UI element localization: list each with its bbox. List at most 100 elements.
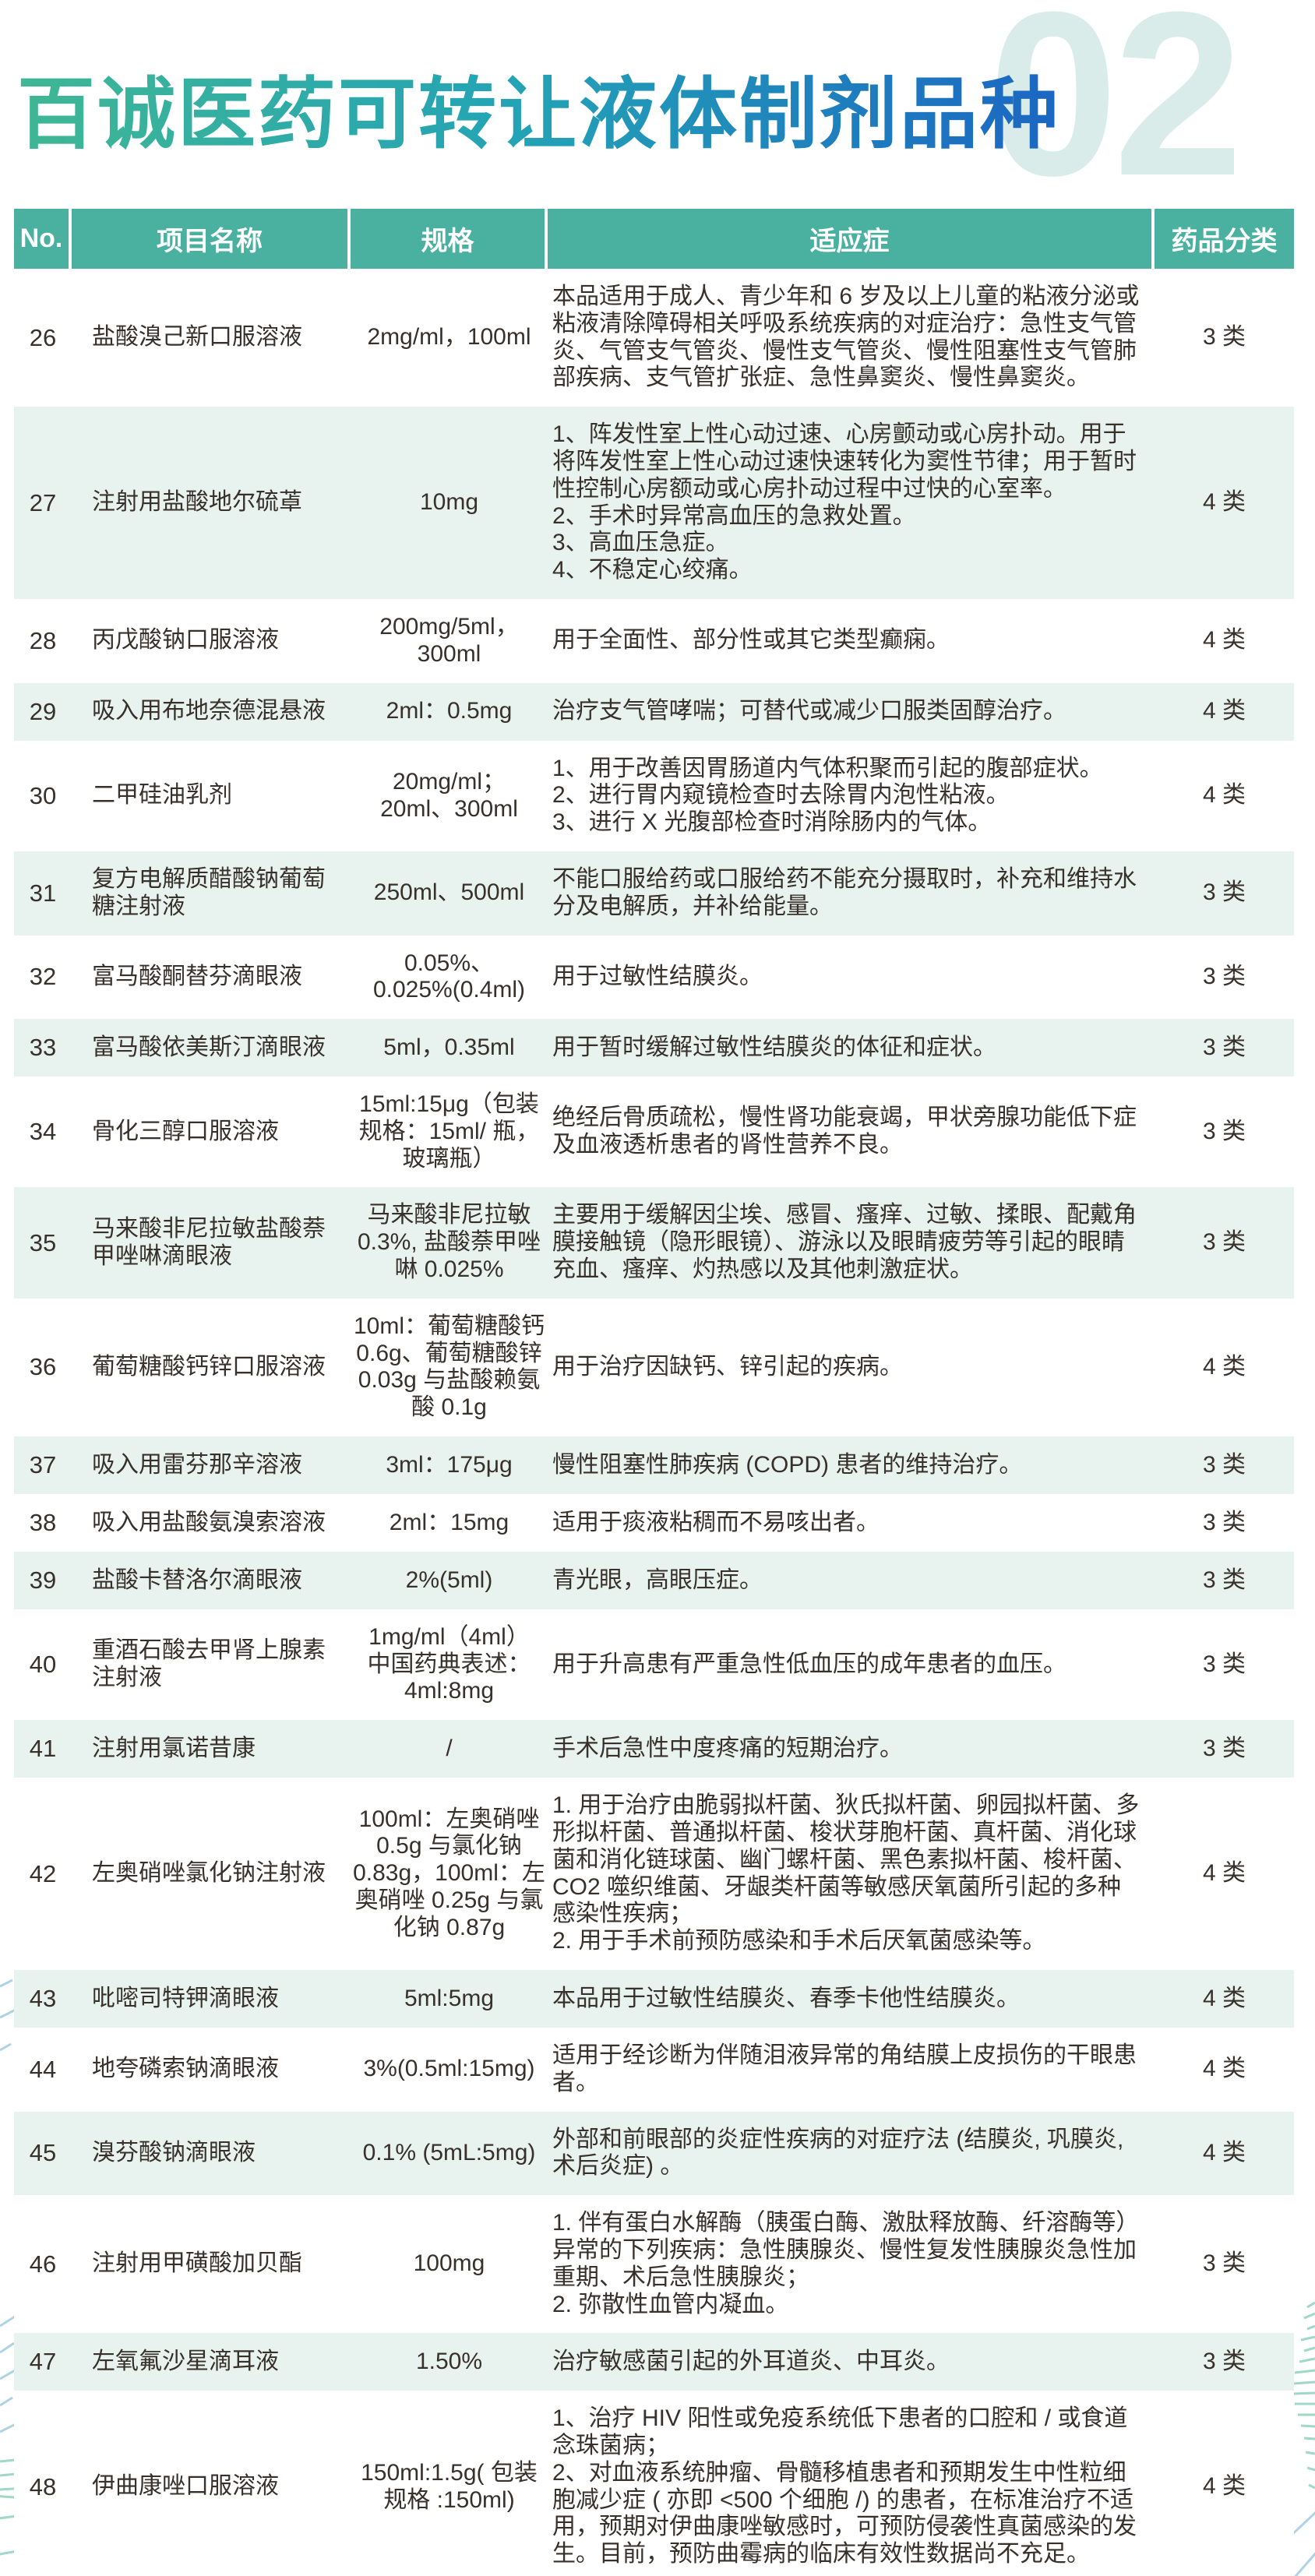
product-name-cell: 溴芬酸钠滴眼液 <box>92 2139 256 2165</box>
table-row: 32 富马酸酮替芬滴眼液 0.05%、 0.025%(0.4ml) 用于过敏性结… <box>14 935 1294 1020</box>
indication-cell: 慢性阻塞性肺疾病 (COPD) 患者的维持治疗。 <box>552 1451 1023 1478</box>
product-name-cell: 重酒石酸去甲肾上腺素注射液 <box>92 1637 326 1691</box>
spec-cell: 2ml：0.5mg <box>386 698 513 724</box>
indication-cell: 主要用于缓解因尘埃、感冒、瘙痒、过敏、揉眼、配戴角膜接触镜（隐形眼镜）、游泳以及… <box>552 1202 1137 1283</box>
table-row: 29 吸入用布地奈德混悬液 2ml：0.5mg 治疗支气管哮喘；可替代或减少口服… <box>14 682 1294 741</box>
product-name-cell: 伊曲康唑口服溶液 <box>92 2473 279 2500</box>
indication-cell: 适用于经诊断为伴随泪液异常的角结膜上皮损伤的干眼患者。 <box>552 2042 1137 2095</box>
indication-cell: 适用于痰液粘稠而不易咳出者。 <box>552 1509 880 1535</box>
spec-cell: 150ml:1.5g( 包装规格 :150ml) <box>361 2459 538 2513</box>
row-number-cell: 37 <box>29 1451 57 1479</box>
product-name-cell: 吡嘧司特钾滴眼液 <box>92 1985 279 2011</box>
indication-cell: 绝经后骨质疏松，慢性肾功能衰竭，甲状旁腺功能低下症及血液透析患者的肾性营养不良。 <box>552 1105 1137 1158</box>
row-number-cell: 43 <box>29 1985 57 2012</box>
spec-cell: 5ml:5mg <box>404 1985 495 2011</box>
spec-cell: 2%(5ml) <box>405 1566 493 1593</box>
table-row: 42 左奥硝唑氯化钠注射液 100ml：左奥硝唑 0.5g 与氯化钠 0.83g… <box>14 1778 1294 1970</box>
spec-cell: 0.05%、 0.025%(0.4ml) <box>372 950 526 1003</box>
table-row: 45 溴芬酸钠滴眼液 0.1% (5mL:5mg) 外部和前眼部的炎症性疾病的对… <box>14 2111 1294 2196</box>
row-number-cell: 28 <box>29 626 57 654</box>
column-header-spec: 规格 <box>351 209 548 269</box>
product-name-cell: 富马酸依美斯汀滴眼液 <box>92 1034 326 1060</box>
row-number-cell: 26 <box>29 323 57 351</box>
row-number-cell: 31 <box>29 879 57 907</box>
table-row: 31 复方电解质醋酸钠葡萄糖注射液 250ml、500ml 不能口服给药或口服给… <box>14 851 1294 936</box>
spec-cell: 2mg/ml，100ml <box>367 324 531 351</box>
indication-cell: 用于治疗因缺钙、锌引起的疾病。 <box>552 1354 903 1380</box>
indication-cell: 1. 伴有蛋白水解酶（胰蛋白酶、激肽释放酶、纤溶酶等）异常的下列疾病：急性胰腺炎… <box>552 2210 1140 2317</box>
indication-cell: 治疗敏感菌引起的外耳道炎、中耳炎。 <box>552 2348 950 2374</box>
category-cell: 3 类 <box>1202 1509 1246 1535</box>
row-number-cell: 47 <box>29 2348 57 2376</box>
table-row: 30 二甲硅油乳剂 20mg/ml； 20ml、300ml 1、用于改善因胃肠道… <box>14 740 1294 851</box>
table-row: 39 盐酸卡替洛尔滴眼液 2%(5ml) 青光眼，高眼压症。 3 类 <box>14 1551 1294 1609</box>
category-cell: 3 类 <box>1202 1735 1246 1761</box>
category-cell: 3 类 <box>1202 324 1246 351</box>
category-cell: 4 类 <box>1202 782 1246 809</box>
category-cell: 3 类 <box>1202 879 1246 906</box>
category-cell: 4 类 <box>1202 2056 1246 2082</box>
row-number-cell: 35 <box>29 1228 57 1256</box>
category-cell: 3 类 <box>1202 2250 1246 2277</box>
row-number-cell: 46 <box>29 2250 57 2278</box>
product-name-cell: 左奥硝唑氯化钠注射液 <box>92 1860 326 1887</box>
row-number-cell: 45 <box>29 2139 57 2167</box>
row-number-cell: 32 <box>29 963 57 991</box>
table-row: 40 重酒石酸去甲肾上腺素注射液 1mg/ml（4ml） 中国药典表述： 4ml… <box>14 1609 1294 1721</box>
indication-cell: 用于全面性、部分性或其它类型癫痫。 <box>552 627 950 654</box>
table-row: 47 左氧氟沙星滴耳液 1.50% 治疗敏感菌引起的外耳道炎、中耳炎。 3 类 <box>14 2333 1294 2391</box>
table-row: 38 吸入用盐酸氨溴索溶液 2ml：15mg 适用于痰液粘稠而不易咳出者。 3 … <box>14 1493 1294 1552</box>
table-row: 48 伊曲康唑口服溶液 150ml:1.5g( 包装规格 :150ml) 1、治… <box>14 2391 1294 2576</box>
row-number-cell: 40 <box>29 1651 57 1679</box>
category-cell: 3 类 <box>1202 1229 1246 1256</box>
indication-cell: 青光眼，高眼压症。 <box>552 1566 763 1593</box>
category-cell: 3 类 <box>1202 963 1246 989</box>
row-number-cell: 41 <box>29 1735 57 1763</box>
row-number-cell: 29 <box>29 697 57 725</box>
spec-cell: 3%(0.5ml:15mg) <box>363 2056 535 2082</box>
table-row: 35 马来酸非尼拉敏盐酸萘甲唑啉滴眼液 马来酸非尼拉敏 0.3%, 盐酸萘甲唑啉… <box>14 1187 1294 1299</box>
category-cell: 4 类 <box>1202 2473 1246 2500</box>
table-row: 44 地夸磷索钠滴眼液 3%(0.5ml:15mg) 适用于经诊断为伴随泪液异常… <box>14 2027 1294 2112</box>
product-name-cell: 注射用甲磺酸加贝酯 <box>92 2250 302 2277</box>
table-row: 28 丙戊酸钠口服溶液 200mg/5ml， 300ml 用于全面性、部分性或其… <box>14 598 1294 683</box>
product-name-cell: 葡萄糖酸钙锌口服溶液 <box>92 1354 326 1380</box>
table-row: 46 注射用甲磺酸加贝酯 100mg 1. 伴有蛋白水解酶（胰蛋白酶、激肽释放酶… <box>14 2195 1294 2334</box>
row-number-cell: 44 <box>29 2055 57 2083</box>
spec-cell: 0.1% (5mL:5mg) <box>362 2139 536 2165</box>
row-number-cell: 48 <box>29 2472 57 2500</box>
row-number-cell: 27 <box>29 488 57 516</box>
spec-cell: 10mg <box>419 489 479 516</box>
product-name-cell: 注射用氯诺昔康 <box>92 1735 256 1761</box>
spec-cell: 100ml：左奥硝唑 0.5g 与氯化钠 0.83g，100ml：左奥硝唑 0.… <box>353 1806 545 1940</box>
row-number-cell: 42 <box>29 1859 57 1887</box>
table-row: 36 葡萄糖酸钙锌口服溶液 10ml：葡萄糖酸钙 0.6g、葡萄糖酸锌 0.03… <box>14 1298 1294 1437</box>
category-cell: 4 类 <box>1202 698 1246 724</box>
product-name-cell: 地夸磷索钠滴眼液 <box>92 2056 279 2082</box>
table-row: 41 注射用氯诺昔康 / 手术后急性中度疼痛的短期治疗。 3 类 <box>14 1720 1294 1778</box>
products-table: No. 项目名称 规格 适应症 药品分类 26 盐酸溴己新口服溶液 2mg/ml… <box>14 209 1294 2576</box>
indication-cell: 本品用于过敏性结膜炎、春季卡他性结膜炎。 <box>552 1985 1020 2011</box>
column-header-indication: 适应症 <box>548 209 1155 269</box>
column-header-name: 项目名称 <box>72 209 351 269</box>
column-header-category: 药品分类 <box>1171 227 1278 256</box>
page-title: 百诚医药可转让液体制剂品种 <box>17 71 1060 158</box>
product-name-cell: 盐酸卡替洛尔滴眼液 <box>92 1566 302 1593</box>
indication-cell: 本品适用于成人、青少年和 6 岁及以上儿童的粘液分泌或粘液清除障碍相关呼吸系统疾… <box>552 284 1140 391</box>
table-row: 33 富马酸依美斯汀滴眼液 5ml，0.35ml 用于暂时缓解过敏性结膜炎的体征… <box>14 1019 1294 1077</box>
spec-cell: 200mg/5ml， 300ml <box>379 613 519 667</box>
indication-cell: 不能口服给药或口服给药不能充分摄取时，补充和维持水分及电解质，并补给能量。 <box>552 865 1137 919</box>
spec-cell: 5ml，0.35ml <box>383 1034 515 1060</box>
product-name-cell: 吸入用布地奈德混悬液 <box>92 698 326 724</box>
category-cell: 4 类 <box>1202 2139 1246 2165</box>
indication-cell: 1. 用于治疗由脆弱拟杆菌、狄氏拟杆菌、卵园拟杆菌、多形拟杆菌、普通拟杆菌、梭状… <box>552 1792 1140 1954</box>
table-row: 37 吸入用雷芬那辛溶液 3ml：175μg 慢性阻塞性肺疾病 (COPD) 患… <box>14 1436 1294 1494</box>
spec-cell: 1.50% <box>415 2348 483 2374</box>
product-name-cell: 复方电解质醋酸钠葡萄糖注射液 <box>92 865 326 919</box>
row-number-cell: 38 <box>29 1508 57 1536</box>
product-name-cell: 骨化三醇口服溶液 <box>92 1118 279 1144</box>
category-cell: 4 类 <box>1202 1354 1246 1380</box>
category-cell: 3 类 <box>1202 1118 1246 1144</box>
spec-cell: 250ml、500ml <box>373 879 525 906</box>
product-name-cell: 盐酸溴己新口服溶液 <box>92 324 302 351</box>
